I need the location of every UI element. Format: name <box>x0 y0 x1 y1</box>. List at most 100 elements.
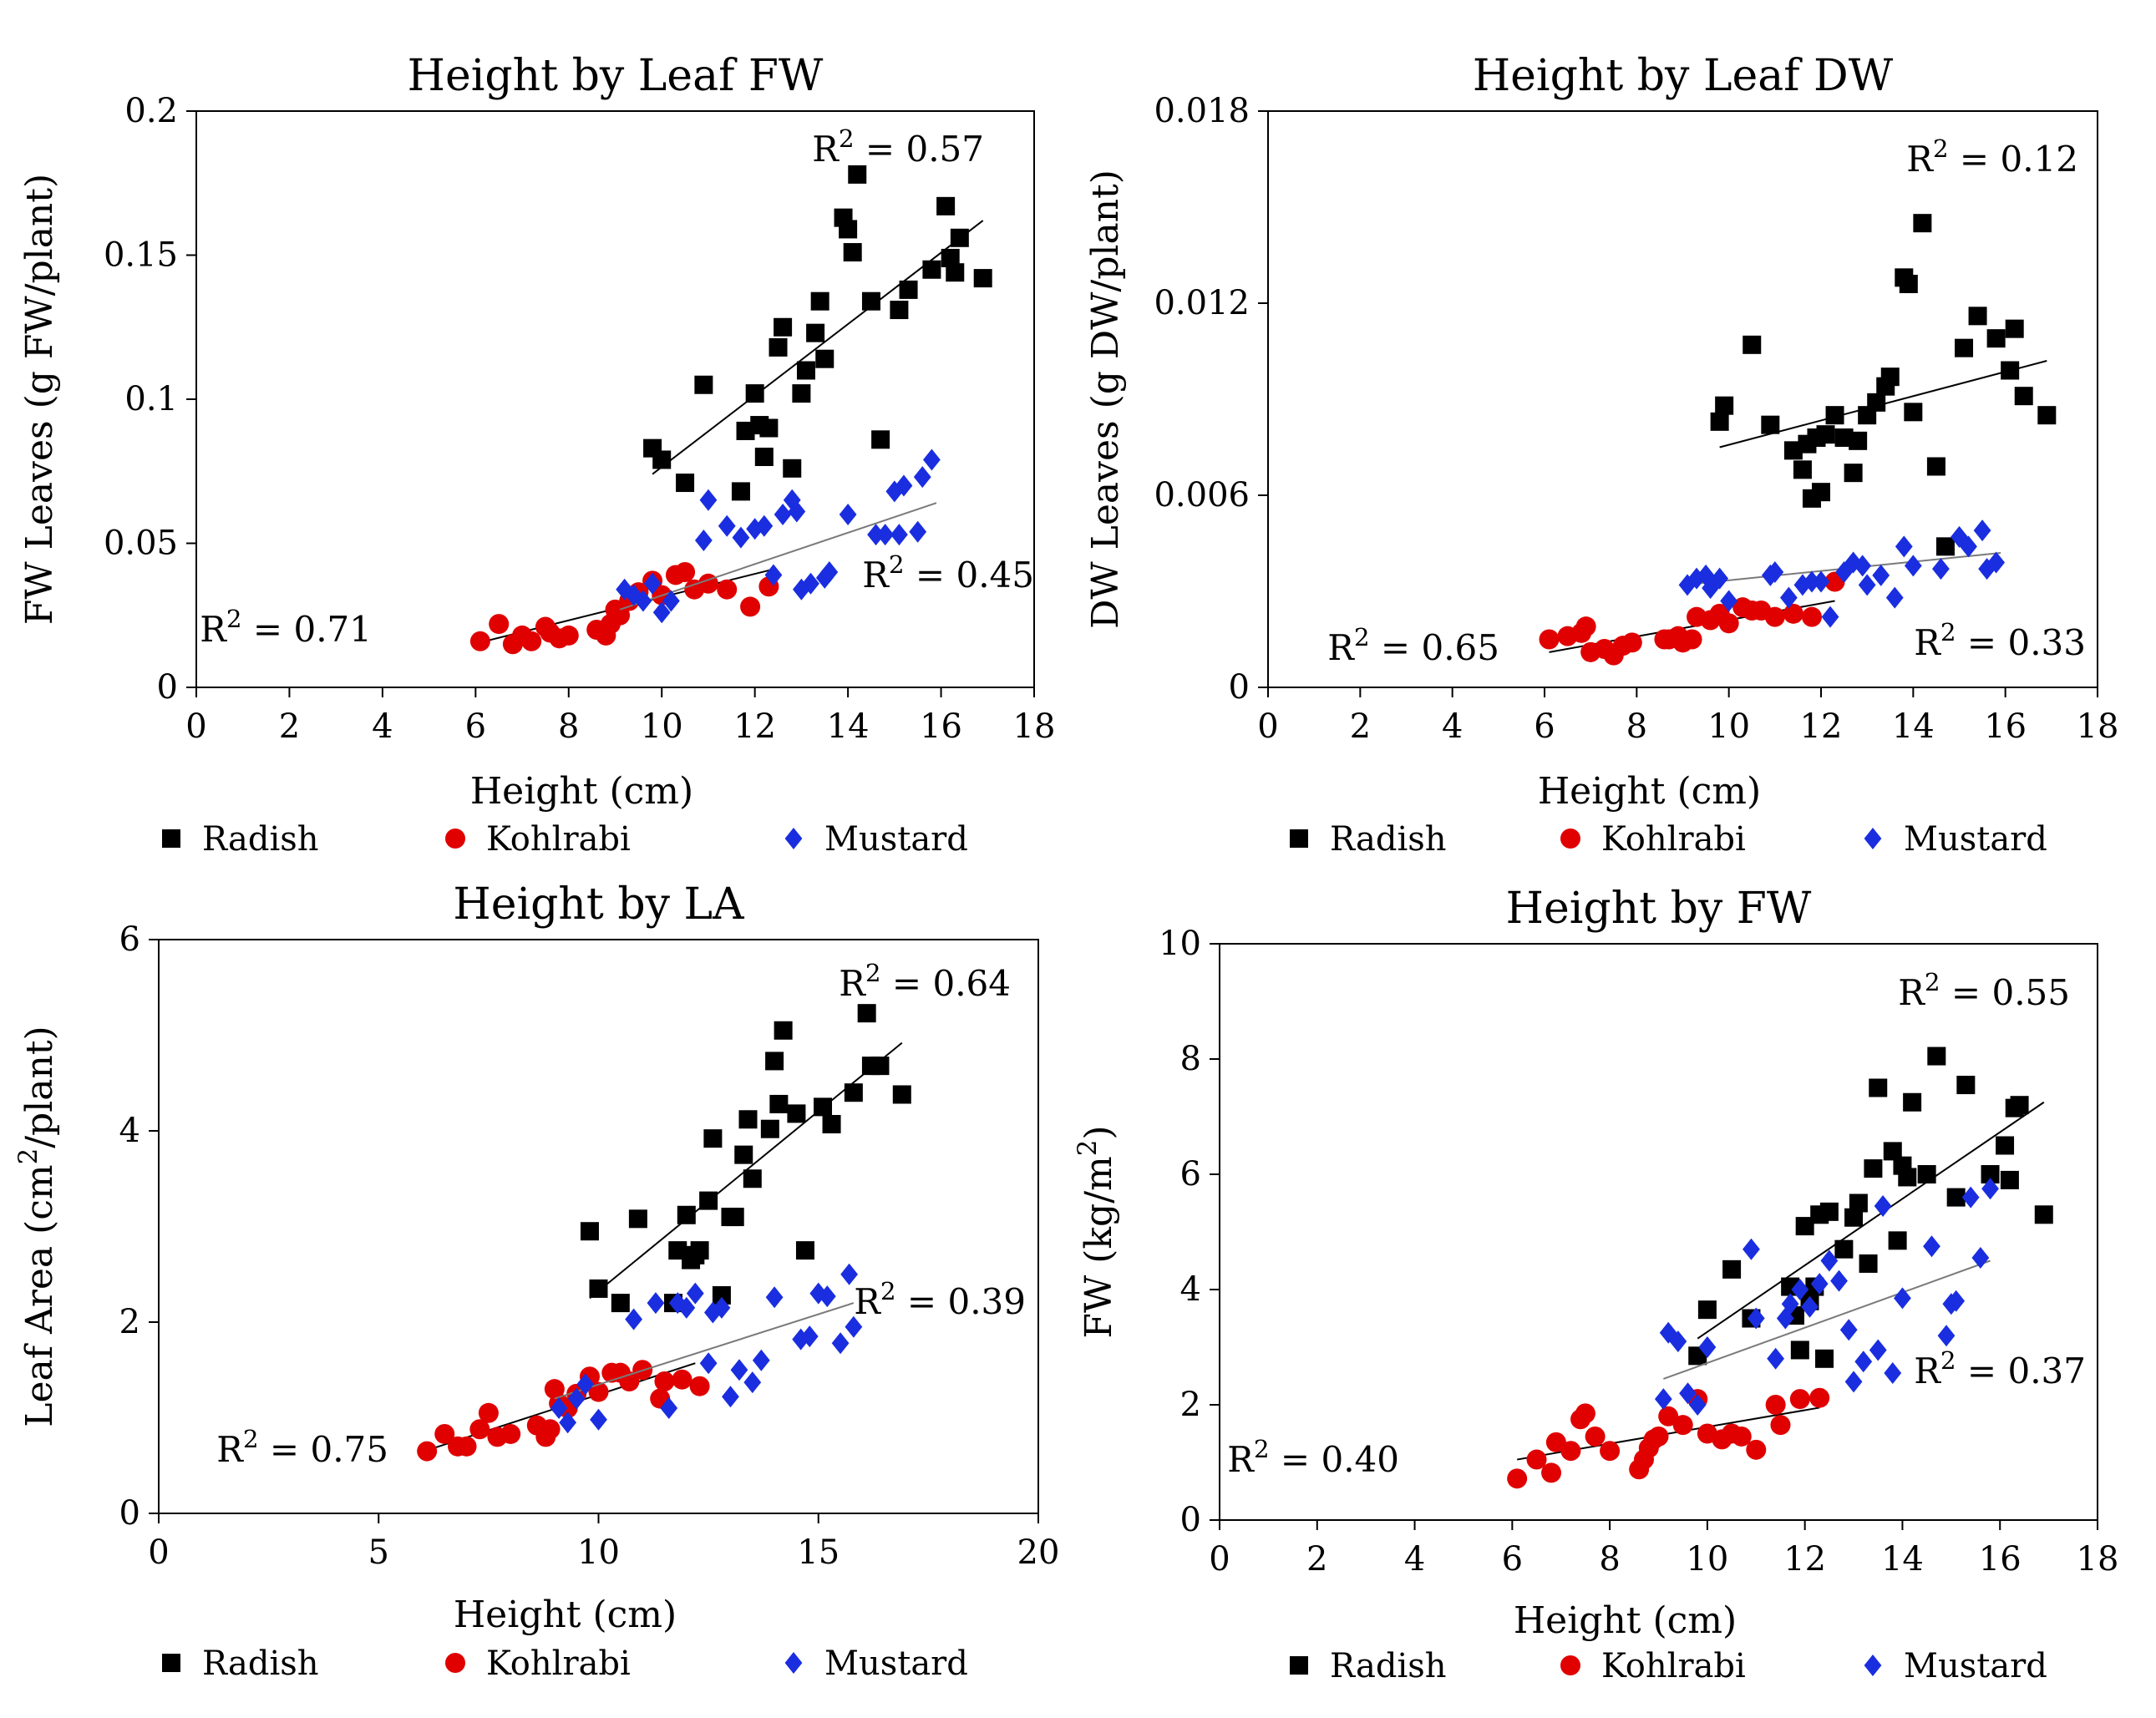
y-tick-label: 2 <box>1180 1386 1201 1424</box>
data-point-radish <box>1815 1349 1834 1368</box>
legend-marker-kohlrabi <box>1560 1655 1580 1675</box>
data-point-radish <box>676 474 695 493</box>
x-tick-label: 6 <box>465 707 486 746</box>
chart-title: Height by Leaf DW <box>1473 51 1894 101</box>
x-tick-label: 5 <box>368 1533 389 1572</box>
data-point-mustard <box>1904 555 1922 577</box>
data-point-radish <box>1844 1208 1864 1227</box>
data-point-kohlrabi <box>1526 1449 1547 1470</box>
series-radish <box>580 1004 911 1313</box>
data-point-kohlrabi <box>672 1369 692 1390</box>
data-point-mustard <box>1747 1307 1765 1330</box>
data-point-radish <box>1697 1300 1717 1320</box>
data-point-mustard <box>567 1387 586 1410</box>
data-point-radish <box>712 1285 731 1305</box>
data-point-radish <box>1722 1259 1742 1279</box>
data-point-mustard <box>1767 1347 1785 1370</box>
data-point-radish <box>1812 483 1830 502</box>
data-point-radish <box>1825 406 1844 425</box>
legend-label-kohlrabi: Kohlrabi <box>486 1645 631 1683</box>
data-point-mustard <box>1947 1290 1966 1312</box>
x-tick-label: 18 <box>1013 707 1056 746</box>
data-point-kohlrabi <box>1789 1389 1810 1410</box>
data-point-radish <box>1807 428 1826 447</box>
legend-label-mustard: Mustard <box>1904 820 2047 859</box>
data-point-radish <box>1790 1340 1809 1360</box>
data-point-radish <box>806 323 825 342</box>
series-mustard <box>1654 1178 1999 1416</box>
r-squared-label-radish: R2 = 0.12 <box>1906 134 2078 180</box>
data-point-mustard <box>730 1359 748 1381</box>
data-point-kohlrabi <box>1560 1441 1581 1462</box>
data-point-kohlrabi <box>1746 1439 1767 1460</box>
data-point-radish <box>1849 1193 1868 1213</box>
chart-panel-4: Height by FW 0 2 4 6 8 10 12 14 16 18 0 2 4 6 8 10 Height… <box>1073 884 2118 1685</box>
data-point-radish <box>1859 1254 1878 1273</box>
series-radish <box>1710 214 2057 556</box>
data-point-mustard <box>840 1263 859 1285</box>
data-point-radish <box>1927 1047 1946 1066</box>
data-point-mustard <box>1874 1194 1892 1217</box>
data-point-kohlrabi <box>540 1419 561 1440</box>
trendline-mustard <box>619 502 937 611</box>
data-point-radish <box>703 1129 723 1148</box>
r-squared-label-radish: R2 = 0.64 <box>839 959 1011 1004</box>
data-point-kohlrabi <box>469 1419 490 1440</box>
x-tick-label: 14 <box>1881 1540 1924 1579</box>
data-point-radish <box>922 260 941 279</box>
data-point-mustard <box>550 1397 568 1420</box>
data-point-radish <box>892 1085 911 1104</box>
data-point-radish <box>787 1104 806 1123</box>
legend-label-kohlrabi: Kohlrabi <box>1601 820 1746 859</box>
data-point-radish <box>950 228 969 247</box>
data-point-mustard <box>755 514 774 537</box>
y-tick-label: 4 <box>1180 1270 1201 1309</box>
data-point-kohlrabi <box>1672 1415 1693 1436</box>
data-point-mustard <box>652 601 671 624</box>
data-point-radish <box>810 291 829 311</box>
legend-label-mustard: Mustard <box>1904 1647 2047 1685</box>
data-point-radish <box>1715 396 1734 415</box>
data-point-mustard <box>699 489 718 511</box>
series-radish <box>643 165 992 501</box>
data-point-radish <box>2014 387 2033 406</box>
legend-label-mustard: Mustard <box>824 820 968 859</box>
data-point-radish <box>899 280 918 299</box>
data-point-radish <box>769 337 788 357</box>
data-point-kohlrabi <box>1765 1395 1786 1415</box>
x-tick-label: 18 <box>2077 707 2119 746</box>
data-point-kohlrabi <box>417 1441 438 1462</box>
data-point-radish <box>1761 415 1780 434</box>
data-point-kohlrabi <box>469 631 490 651</box>
data-point-kohlrabi <box>1585 1426 1606 1447</box>
x-tick-label: 12 <box>1800 707 1843 746</box>
data-point-mustard <box>1844 1371 1863 1393</box>
data-point-radish <box>1898 1168 1917 1187</box>
data-point-radish <box>1913 214 1932 233</box>
legend-marker-kohlrabi <box>445 829 465 849</box>
data-point-radish <box>857 1004 876 1023</box>
y-tick-label: 0.006 <box>1154 476 1250 514</box>
data-point-radish <box>1926 457 1945 476</box>
data-point-radish <box>1956 1076 1976 1095</box>
x-tick-label: 0 <box>1209 1540 1230 1579</box>
data-point-radish <box>725 1208 744 1227</box>
data-point-radish <box>1844 464 1863 483</box>
data-point-mustard <box>1820 1249 1839 1272</box>
chart-title: Height by LA <box>453 879 745 930</box>
data-point-radish <box>1880 367 1900 387</box>
legend: Radish Kohlrabi Mustard <box>1290 820 2047 859</box>
data-point-radish <box>822 1114 841 1133</box>
legend: Radish Kohlrabi Mustard <box>1290 1647 2047 1685</box>
data-point-mustard <box>1839 1319 1858 1341</box>
data-point-mustard <box>713 1296 731 1319</box>
data-point-radish <box>734 1145 753 1164</box>
data-point-mustard <box>752 1349 770 1371</box>
chart-panel-1: Height by Leaf FW 0 2 4 6 8 10 12 14 16 18 0 0.05 0.1… <box>18 51 1055 859</box>
data-point-radish <box>628 1209 647 1229</box>
data-point-kohlrabi <box>558 625 579 646</box>
data-point-kohlrabi <box>717 579 738 600</box>
r-squared-label-mustard: R2 = 0.37 <box>1914 1346 2086 1391</box>
series-kohlrabi <box>1507 1387 1830 1489</box>
chart-panel-2: Height by Leaf DW 0 2 4 6 8 10 12 14 16 18 0 0.006 0.… <box>1084 51 2118 859</box>
